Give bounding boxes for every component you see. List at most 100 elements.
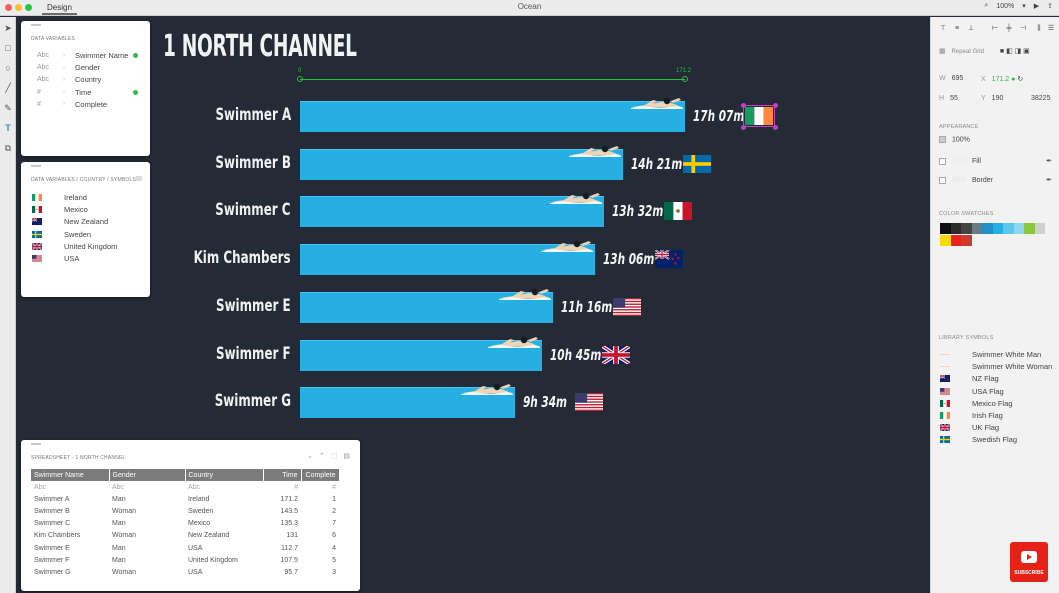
table-cell[interactable]: Swimmer A — [34, 495, 70, 503]
tab-design[interactable]: Design — [42, 1, 77, 15]
column-header[interactable]: Time — [263, 469, 302, 481]
swimmer-name-label[interactable]: Swimmer A — [215, 105, 291, 125]
resize-handle[interactable] — [773, 103, 778, 108]
table-cell[interactable]: 3 — [332, 568, 336, 576]
chevron-down-icon[interactable]: ▾ — [1022, 3, 1026, 10]
table-cell[interactable]: 6 — [332, 532, 336, 540]
table-cell[interactable]: 7 — [332, 520, 336, 528]
table-cell[interactable]: Man — [112, 495, 126, 503]
table-cell[interactable]: Swimmer E — [34, 544, 70, 552]
type-cell[interactable]: # — [294, 483, 298, 491]
library-symbol-row[interactable]: NZ Flag — [939, 374, 999, 383]
column-header[interactable]: Country — [185, 469, 264, 481]
border-row[interactable]: Border ✒ — [939, 176, 1052, 184]
artboard-tool-icon[interactable]: ⧉ — [4, 143, 12, 153]
border-checkbox[interactable] — [939, 176, 946, 184]
table-cell[interactable]: Ireland — [188, 495, 210, 503]
grid-view-icon[interactable] — [136, 176, 142, 181]
chevron-right-icon[interactable]: › — [63, 76, 65, 83]
ireland-flag-icon[interactable] — [745, 107, 773, 125]
color-swatch[interactable] — [940, 223, 951, 234]
mexico-flag-icon[interactable] — [664, 202, 693, 221]
country-symbol-row[interactable]: Sweden — [32, 230, 91, 239]
grid-view-icon[interactable]: ▤ — [343, 453, 350, 460]
data-variable-row[interactable]: Abc › Gender — [37, 63, 100, 72]
table-cell[interactable]: 107.5 — [280, 556, 298, 564]
table-cell[interactable]: 143.5 — [280, 507, 298, 515]
type-cell[interactable]: Abc — [112, 483, 125, 491]
align-bottom-icon[interactable]: ⊥ — [967, 25, 975, 32]
usa-flag-icon[interactable] — [575, 393, 604, 412]
time-label[interactable]: 10h 45m — [549, 345, 602, 364]
country-symbol-row[interactable]: United Kingdom — [31, 242, 117, 251]
table-cell[interactable]: Swimmer C — [34, 520, 71, 528]
align-middle-icon[interactable]: ≡ — [954, 25, 960, 32]
column-header[interactable]: Swimmer Name — [31, 469, 110, 481]
subscribe-button[interactable]: SUBSCRIBE — [1010, 542, 1048, 582]
library-symbol-row[interactable]: Swimmer White Man — [940, 350, 1041, 359]
swimmer-name-label[interactable]: Swimmer C — [215, 200, 291, 221]
time-label[interactable]: 13h 06m — [602, 250, 654, 269]
resize-handle[interactable] — [773, 125, 778, 130]
align-left-icon[interactable]: ⊢ — [991, 25, 999, 32]
search-icon[interactable]: ⌕ — [984, 2, 989, 9]
table-cell[interactable]: 171.2 — [280, 495, 298, 503]
bar[interactable] — [300, 383, 516, 419]
time-label[interactable]: 11h 16m — [561, 297, 613, 316]
color-swatch[interactable] — [971, 223, 982, 234]
library-symbol-row[interactable]: USA Flag — [940, 387, 1004, 396]
repeat-grid-row[interactable]: ▦ Repeat Grid ■ ◧ ◨ ▣ — [939, 47, 1030, 55]
bar[interactable] — [300, 288, 554, 323]
library-symbol-row[interactable]: UK Flag — [939, 423, 999, 432]
resize-handle[interactable] — [741, 125, 746, 130]
expand-icon[interactable]: ⬚ — [330, 453, 338, 460]
resize-handle[interactable] — [741, 103, 746, 108]
opacity-value[interactable]: 100% — [952, 136, 970, 144]
time-label[interactable]: 9h 34m — [523, 393, 568, 412]
height-value[interactable]: 55 — [950, 95, 958, 102]
table-cell[interactable]: USA — [188, 544, 203, 552]
table-cell[interactable]: United Kingdom — [188, 556, 238, 564]
time-label[interactable]: 13h 32m — [612, 202, 664, 221]
new-zealand-flag-icon[interactable] — [654, 249, 683, 269]
country-symbol-row[interactable]: Ireland — [32, 193, 87, 202]
align-center-icon[interactable]: ╪ — [1006, 25, 1012, 32]
y-value[interactable]: 190 — [991, 95, 1004, 102]
line-tool-icon[interactable]: ╱ — [5, 83, 11, 93]
swimmer-name-label[interactable]: Swimmer F — [216, 343, 291, 364]
text-tool-icon[interactable]: T — [5, 123, 11, 133]
height-field[interactable]: H 55 — [939, 95, 958, 102]
usa-flag-icon[interactable] — [613, 297, 642, 316]
data-variable-row[interactable]: # › Time — [37, 88, 91, 97]
boolean-icons[interactable]: ■ ◧ ◨ ▣ — [999, 48, 1030, 55]
chevron-right-icon[interactable]: › — [63, 89, 65, 96]
width-value[interactable]: 695 — [951, 75, 964, 82]
distribute-icon[interactable]: ⫼ — [1037, 25, 1041, 32]
chevron-right-icon[interactable]: › — [63, 52, 65, 59]
share-icon[interactable]: ⇪ — [1047, 3, 1053, 10]
distribute-vertical-icon[interactable]: ☰ — [1047, 25, 1055, 32]
table-cell[interactable]: New Zealand — [188, 532, 230, 540]
z-value[interactable]: 38225 — [1031, 95, 1051, 102]
x-value[interactable]: 171.2 — [991, 76, 1010, 83]
color-swatch[interactable] — [950, 223, 961, 234]
type-cell[interactable]: Abc — [188, 483, 201, 491]
panel-grip-icon[interactable] — [31, 24, 41, 26]
panel-grip-icon[interactable] — [31, 165, 41, 167]
table-cell[interactable]: Man — [112, 556, 126, 564]
chevron-up-icon[interactable]: ⌃ — [318, 453, 325, 460]
rectangle-tool-icon[interactable]: □ — [5, 43, 11, 53]
data-variable-row[interactable]: Abc › Swimmer Name — [37, 51, 128, 60]
swimmer-name-label[interactable]: Swimmer G — [214, 391, 291, 412]
select-tool-icon[interactable]: ➤ — [4, 23, 12, 33]
eyedropper-icon[interactable]: ✒ — [1046, 158, 1052, 165]
library-symbol-row[interactable]: Swedish Flag — [940, 435, 1017, 444]
color-swatch[interactable] — [982, 223, 993, 234]
table-cell[interactable]: Swimmer B — [34, 507, 70, 515]
library-symbol-row[interactable]: Irish Flag — [940, 411, 1003, 420]
table-cell[interactable]: 112.7 — [281, 544, 298, 552]
uk-flag-icon[interactable] — [600, 344, 631, 365]
color-swatch[interactable] — [992, 223, 1003, 234]
column-header[interactable]: Gender — [109, 469, 186, 481]
table-cell[interactable]: USA — [188, 568, 203, 576]
